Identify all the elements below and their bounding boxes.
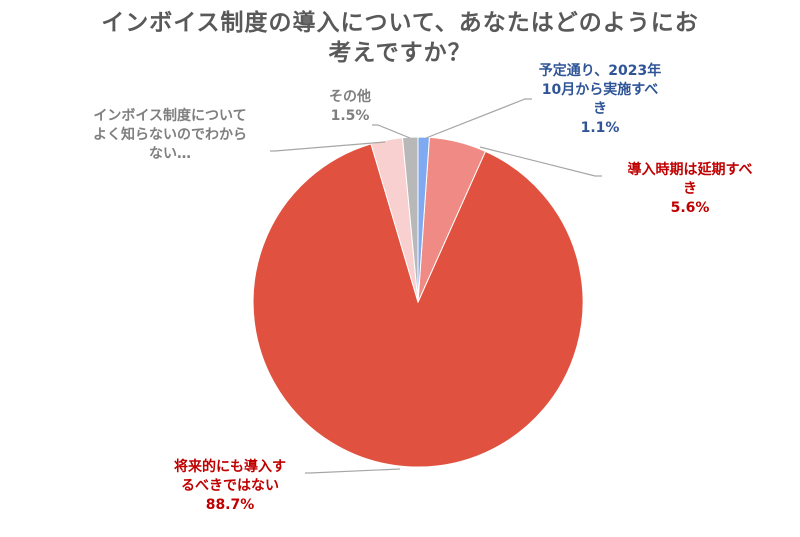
leader-never [305, 468, 401, 474]
chart-title: インボイス制度の導入について、あなたはどのようにお 考えですか？ [0, 8, 800, 68]
label-postpone: 導入時期は延期すべ き 5.6% [627, 162, 753, 216]
leader-postpone [479, 146, 602, 177]
slice-never [252, 143, 584, 468]
label-unknown: インボイス制度について よく知らないのでわから ない… [93, 108, 247, 162]
chart-title-line2: 考えですか？ [328, 40, 472, 66]
label-never: 将来的にも導入す るべきではない 88.7% [174, 459, 286, 513]
slice-on-schedule [417, 136, 430, 303]
leader-other [372, 124, 411, 139]
leader-on-schedule [425, 98, 532, 139]
label-on-schedule: 予定通り、2023年 10月から実施すべ き 1.1% [538, 63, 662, 136]
leader-unknown [270, 141, 386, 152]
leader-lines [270, 98, 602, 474]
pie-slices [252, 136, 584, 468]
chart-title-line1: インボイス制度の導入について、あなたはどのようにお [101, 10, 699, 36]
label-other: その他 1.5% [329, 89, 371, 124]
